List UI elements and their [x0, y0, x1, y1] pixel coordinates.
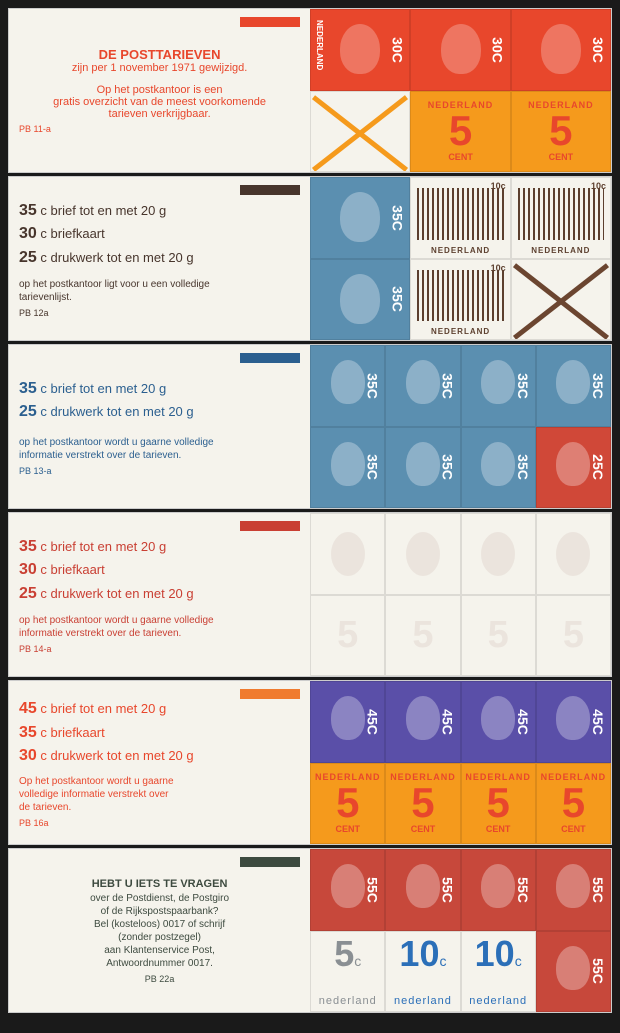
- stamp-queen-45c: 45C: [385, 681, 460, 763]
- footer-line: tarievenlijst.: [19, 291, 300, 304]
- stamp-queen-35c: 35C: [385, 345, 460, 427]
- footer-line: op het postkantoor wordt u gaarne volled…: [19, 436, 300, 449]
- stamp-queen-55c: 55C: [461, 849, 536, 931]
- color-marker: [240, 353, 300, 363]
- footer-line: informatie verstrekt over de tarieven.: [19, 627, 300, 640]
- pb-code: PB 16a: [19, 818, 300, 828]
- stamp-delta-10c: 10cNEDERLAND: [410, 177, 510, 259]
- stamp-ghost: 5: [461, 595, 536, 677]
- stamp-5c: NEDERLAND5CENT: [536, 763, 611, 845]
- stamp-queen-30c: 30C: [410, 9, 510, 91]
- stamp-queen-35c: 35C: [310, 259, 410, 341]
- stamp-panel: 30CNEDERLAND 30C 30C .b1c::before,.b1c::…: [310, 9, 611, 172]
- footer-line: volledige informatie verstrekt over: [19, 788, 300, 801]
- footer-line: de tarieven.: [19, 801, 300, 814]
- booklet-pb14a: 35 c brief tot en met 20 g 30 c briefkaa…: [8, 512, 612, 677]
- stamp-delta-10c: 10cNEDERLAND: [511, 177, 611, 259]
- stamp-queen-55c: 55C: [385, 849, 460, 931]
- booklet-pb13a: 35 c brief tot en met 20 g 25 c drukwerk…: [8, 344, 612, 509]
- pb-code: PB 11-a: [19, 124, 300, 134]
- stamp-queen-45c: 45C: [461, 681, 536, 763]
- stamp-5c: NEDERLAND5CENT: [385, 763, 460, 845]
- stamp-queen-35c: 35C: [310, 345, 385, 427]
- stamp-5c: NEDERLAND5CENT: [410, 91, 510, 173]
- stamp-ghost: [461, 513, 536, 595]
- stamp-queen-55c: 55C: [536, 931, 611, 1013]
- line: of de Rijkspostspaarbank?: [19, 905, 300, 918]
- footer-line: op het postkantoor wordt u gaarne volled…: [19, 614, 300, 627]
- booklet-pb22a: HEBT U IETS TE VRAGEN over de Postdienst…: [8, 848, 612, 1013]
- booklet-pb16a: 45 c brief tot en met 20 g 35 c briefkaa…: [8, 680, 612, 845]
- line: over de Postdienst, de Postgiro: [19, 892, 300, 905]
- stamp-panel: 35C 35C 35C 35C 35C 35C 35C 25C: [310, 345, 611, 508]
- footer-line: op het postkantoor ligt voor u een volle…: [19, 278, 300, 291]
- stamp-ghost: [536, 513, 611, 595]
- footer-line: Op het postkantoor wordt u gaarne: [19, 775, 300, 788]
- stamp-5c: NEDERLAND5CENT: [310, 763, 385, 845]
- stamp-ghost: 5: [310, 595, 385, 677]
- title: HEBT U IETS TE VRAGEN: [19, 877, 300, 891]
- stamp-panel: 55C 55C 55C 55C 5cnederland 10cnederland…: [310, 849, 611, 1012]
- text-panel: HEBT U IETS TE VRAGEN over de Postdienst…: [9, 849, 310, 1012]
- stamp-5c: NEDERLAND5CENT: [511, 91, 611, 173]
- stamp-cross: [511, 259, 611, 341]
- subtitle: zijn per 1 november 1971 gewijzigd.: [19, 62, 300, 74]
- text-panel: 35 c brief tot en met 20 g 25 c drukwerk…: [9, 345, 310, 508]
- text-panel: 45 c brief tot en met 20 g 35 c briefkaa…: [9, 681, 310, 844]
- stamp-cross: .b1c::before,.b1c::after{background:#f59…: [310, 91, 410, 173]
- title: DE POSTTARIEVEN: [19, 47, 300, 62]
- stamp-queen-45c: 45C: [310, 681, 385, 763]
- line: Bel (kosteloos) 0017 of schrijf: [19, 918, 300, 931]
- color-marker: [240, 521, 300, 531]
- stamp-panel: 45C 45C 45C 45C NEDERLAND5CENT NEDERLAND…: [310, 681, 611, 844]
- stamp-queen-35c: 35C: [536, 345, 611, 427]
- stamp-panel-ghost: 5 5 5 5: [310, 513, 611, 676]
- line: aan Klantenservice Post,: [19, 944, 300, 957]
- color-marker: [240, 689, 300, 699]
- color-marker: [240, 857, 300, 867]
- booklet-pb11a: DE POSTTARIEVEN zijn per 1 november 1971…: [8, 8, 612, 173]
- stamp-queen-35c: 35C: [385, 427, 460, 509]
- stamp-queen-25c: 25C: [536, 427, 611, 509]
- stamp-crouwel-10c: 10cnederland: [461, 931, 536, 1013]
- line: Antwoordnummer 0017.: [19, 957, 300, 970]
- stamp-queen-35c: 35C: [461, 345, 536, 427]
- color-marker: [240, 17, 300, 27]
- stamp-queen-35c: 35C: [461, 427, 536, 509]
- booklet-pb12a: 35 c brief tot en met 20 g 30 c briefkaa…: [8, 176, 612, 341]
- pb-code: PB 14-a: [19, 644, 300, 654]
- stamp-ghost: [310, 513, 385, 595]
- stamp-queen-30c: 30C: [511, 9, 611, 91]
- color-marker: [240, 185, 300, 195]
- pb-code: PB 12a: [19, 308, 300, 318]
- stamp-queen-35c: 35C: [310, 177, 410, 259]
- pb-code: PB 22a: [19, 974, 300, 984]
- stamp-panel: 35C 10cNEDERLAND 10cNEDERLAND 35C 10cNED…: [310, 177, 611, 340]
- stamp-crouwel-10c: 10cnederland: [385, 931, 460, 1013]
- stamp-5c: NEDERLAND5CENT: [461, 763, 536, 845]
- text-panel: 35 c brief tot en met 20 g 30 c briefkaa…: [9, 177, 310, 340]
- footer-line: informatie verstrekt over de tarieven.: [19, 449, 300, 462]
- stamp-ghost: [385, 513, 460, 595]
- stamp-delta-10c: 10cNEDERLAND: [410, 259, 510, 341]
- stamp-queen-30c: 30CNEDERLAND: [310, 9, 410, 91]
- line: (zonder postzegel): [19, 931, 300, 944]
- line: gratis overzicht van de meest voorkomend…: [19, 96, 300, 108]
- stamp-crouwel-5c: 5cnederland: [310, 931, 385, 1013]
- text-panel: 35 c brief tot en met 20 g 30 c briefkaa…: [9, 513, 310, 676]
- stamp-queen-35c: 35C: [310, 427, 385, 509]
- text-panel: DE POSTTARIEVEN zijn per 1 november 1971…: [9, 9, 310, 172]
- stamp-queen-55c: 55C: [310, 849, 385, 931]
- stamp-queen-45c: 45C: [536, 681, 611, 763]
- stamp-ghost: 5: [385, 595, 460, 677]
- pb-code: PB 13-a: [19, 466, 300, 476]
- line: Op het postkantoor is een: [19, 84, 300, 96]
- line: tarieven verkrijgbaar.: [19, 108, 300, 120]
- stamp-queen-55c: 55C: [536, 849, 611, 931]
- stamp-ghost: 5: [536, 595, 611, 677]
